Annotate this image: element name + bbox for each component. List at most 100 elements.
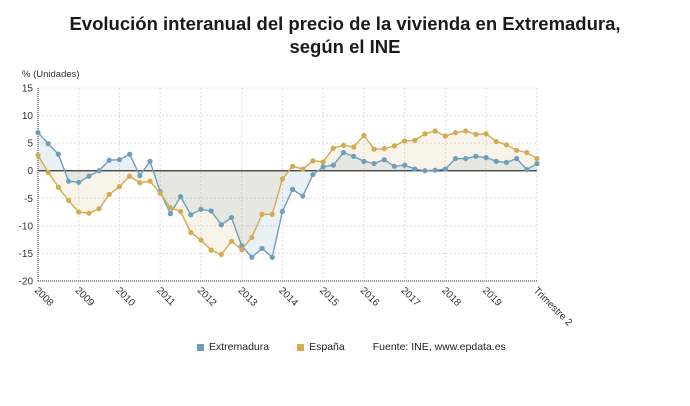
y-tick-label: -15 — [19, 249, 34, 260]
data-point-extremadura — [55, 151, 61, 157]
area-fill-espana — [38, 131, 537, 255]
data-point-extremadura — [340, 149, 347, 156]
data-point-espana — [340, 142, 347, 148]
data-point-espana — [249, 234, 255, 241]
data-point-espana — [534, 155, 540, 162]
data-point-extremadura — [188, 212, 194, 218]
data-point-extremadura — [534, 160, 540, 167]
data-point-extremadura — [432, 167, 438, 173]
data-point-extremadura — [422, 168, 428, 174]
data-point-extremadura — [127, 151, 133, 157]
data-point-espana — [371, 146, 377, 152]
data-point-extremadura — [177, 194, 184, 200]
data-point-espana — [483, 131, 489, 137]
data-point-extremadura — [381, 157, 387, 163]
data-point-espana — [218, 251, 224, 258]
y-tick-label: -20 — [19, 277, 34, 288]
data-point-espana — [55, 184, 61, 190]
data-point-espana — [279, 176, 286, 182]
data-point-extremadura — [391, 163, 398, 169]
data-point-extremadura — [351, 153, 357, 159]
data-point-extremadura — [259, 245, 265, 252]
data-point-extremadura — [218, 222, 224, 228]
data-point-extremadura — [463, 155, 469, 162]
data-point-espana — [432, 128, 438, 134]
x-tick-label: Trimestre 2 — [531, 285, 575, 329]
data-point-espana — [412, 137, 418, 143]
x-tick-label: 2009 — [73, 285, 97, 309]
data-point-espana — [177, 208, 184, 215]
data-point-extremadura — [45, 141, 51, 147]
x-tick-label: 2012 — [195, 285, 219, 309]
x-tick-label: 2014 — [276, 285, 300, 309]
y-tick-label: 0 — [27, 166, 33, 177]
data-point-extremadura — [147, 158, 153, 164]
data-point-espana — [330, 145, 336, 151]
data-point-espana — [524, 149, 530, 156]
data-point-extremadura — [493, 158, 499, 164]
data-point-espana — [310, 158, 316, 164]
data-point-espana — [381, 146, 387, 152]
data-point-extremadura — [106, 157, 112, 163]
data-point-extremadura — [371, 160, 377, 167]
data-point-espana — [442, 133, 448, 139]
chart-title-line-2: según el INE — [289, 36, 401, 57]
x-tick-label: 2013 — [236, 285, 260, 309]
data-point-espana — [45, 169, 51, 175]
data-point-extremadura — [228, 214, 235, 221]
data-point-extremadura — [137, 173, 143, 179]
data-point-espana — [422, 131, 428, 137]
x-tick-label: 2011 — [154, 285, 177, 308]
y-tick-label: 10 — [22, 111, 34, 122]
data-point-espana — [361, 132, 367, 139]
source-note: Fuente: INE, www.epdata.es — [372, 341, 506, 353]
data-point-espana — [147, 178, 153, 184]
x-tick-label: 2019 — [480, 285, 504, 309]
data-point-espana — [198, 237, 204, 243]
data-point-espana — [239, 246, 245, 253]
legend-label: España — [309, 341, 345, 353]
data-point-extremadura — [35, 130, 41, 136]
data-point-extremadura — [249, 254, 255, 260]
data-point-espana — [167, 205, 173, 211]
data-point-extremadura — [310, 171, 316, 178]
data-point-extremadura — [483, 154, 489, 161]
x-tick-label: 2008 — [32, 285, 56, 309]
y-tick-label: -10 — [19, 221, 34, 232]
data-point-extremadura — [412, 166, 418, 172]
data-point-extremadura — [514, 155, 520, 162]
chart-title-line-1: Evolución interanual del precio de la vi… — [69, 13, 621, 34]
y-tick-label: -5 — [24, 194, 33, 205]
data-point-extremadura — [269, 254, 275, 260]
data-point-espana — [269, 211, 275, 217]
data-point-espana — [300, 166, 306, 172]
legend-item-extremadura[interactable]: Extremadura — [197, 341, 269, 353]
legend-swatch-extremadura — [197, 343, 204, 351]
data-point-extremadura — [279, 208, 286, 215]
data-point-espana — [503, 142, 510, 148]
data-point-extremadura — [503, 159, 510, 166]
data-point-espana — [514, 147, 520, 153]
data-point-espana — [188, 229, 194, 236]
data-point-extremadura — [289, 186, 296, 193]
y-axis-label: % (Unidades) — [22, 69, 80, 80]
chart-title: Evolución interanual del precio de la vi… — [0, 12, 690, 58]
data-point-extremadura — [361, 158, 367, 164]
data-point-extremadura — [473, 153, 479, 159]
x-tick-label: 2017 — [398, 285, 422, 309]
data-point-extremadura — [198, 206, 204, 212]
data-point-espana — [289, 163, 296, 169]
y-tick-label: 15 — [22, 84, 34, 95]
data-point-espana — [76, 209, 82, 215]
data-point-extremadura — [300, 193, 306, 199]
area-fill-extremadura — [38, 132, 537, 258]
x-tick-label: 2016 — [358, 285, 382, 309]
data-point-extremadura — [86, 173, 92, 179]
data-point-extremadura — [76, 179, 82, 185]
data-point-espana — [116, 184, 123, 190]
y-tick-label: 5 — [27, 139, 33, 150]
data-point-espana — [493, 138, 499, 145]
data-point-espana — [320, 159, 326, 165]
legend-item-espana[interactable]: España — [297, 341, 345, 353]
data-point-espana — [65, 197, 72, 204]
